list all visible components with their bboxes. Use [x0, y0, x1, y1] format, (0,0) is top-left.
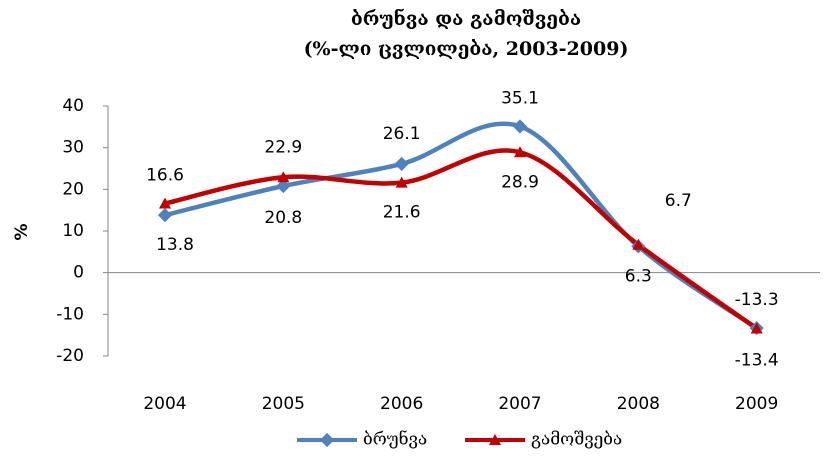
data-label: 6.3: [625, 266, 652, 286]
data-label: 13.8: [156, 235, 194, 255]
data-label: 6.7: [665, 191, 692, 211]
y-tick-label: 0: [73, 263, 84, 283]
x-tick-label: 2005: [262, 394, 305, 414]
x-tick-label: 2006: [380, 394, 423, 414]
marker: [632, 238, 645, 250]
data-label: 28.9: [501, 172, 539, 192]
marker: [276, 178, 291, 194]
y-tick-label: 30: [62, 138, 84, 158]
data-label: 35.1: [501, 88, 539, 108]
x-tick-label: 2009: [735, 394, 778, 414]
data-label: 26.1: [383, 124, 421, 144]
y-axis-label: %: [12, 223, 32, 240]
marker: [157, 208, 173, 223]
x-tick-label: 2004: [143, 394, 186, 414]
y-tick-label: 10: [62, 221, 84, 241]
marker: [512, 119, 528, 134]
data-label: 20.8: [264, 208, 302, 228]
series-line: [162, 121, 759, 331]
data-label: 16.6: [146, 166, 184, 186]
legend-label: გამოშვება: [531, 430, 622, 450]
chart-subtitle: (%-ლი ცვლილება, 2003-2009): [304, 38, 629, 60]
chart-title: ბრუნვა და გამოშვება: [351, 7, 581, 30]
marker: [394, 156, 409, 171]
y-tick-label: -20: [56, 346, 84, 366]
data-label: -13.4: [735, 351, 779, 371]
x-tick-label: 2008: [617, 394, 660, 414]
data-label: 21.6: [383, 203, 421, 223]
data-label: 22.9: [264, 137, 302, 157]
marker: [514, 146, 526, 158]
marker: [159, 197, 171, 209]
data-label: -13.3: [735, 290, 779, 310]
marker: [277, 171, 290, 183]
marker: [750, 322, 763, 334]
y-tick-label: 40: [62, 96, 84, 116]
marker: [395, 176, 408, 188]
legend-label: ბრუნვა: [363, 430, 427, 450]
marker: [489, 434, 501, 445]
series-line: [162, 148, 759, 331]
y-tick-label: -10: [56, 304, 84, 324]
marker: [319, 432, 335, 448]
x-tick-label: 2007: [498, 394, 541, 414]
y-tick-label: 20: [62, 179, 84, 199]
